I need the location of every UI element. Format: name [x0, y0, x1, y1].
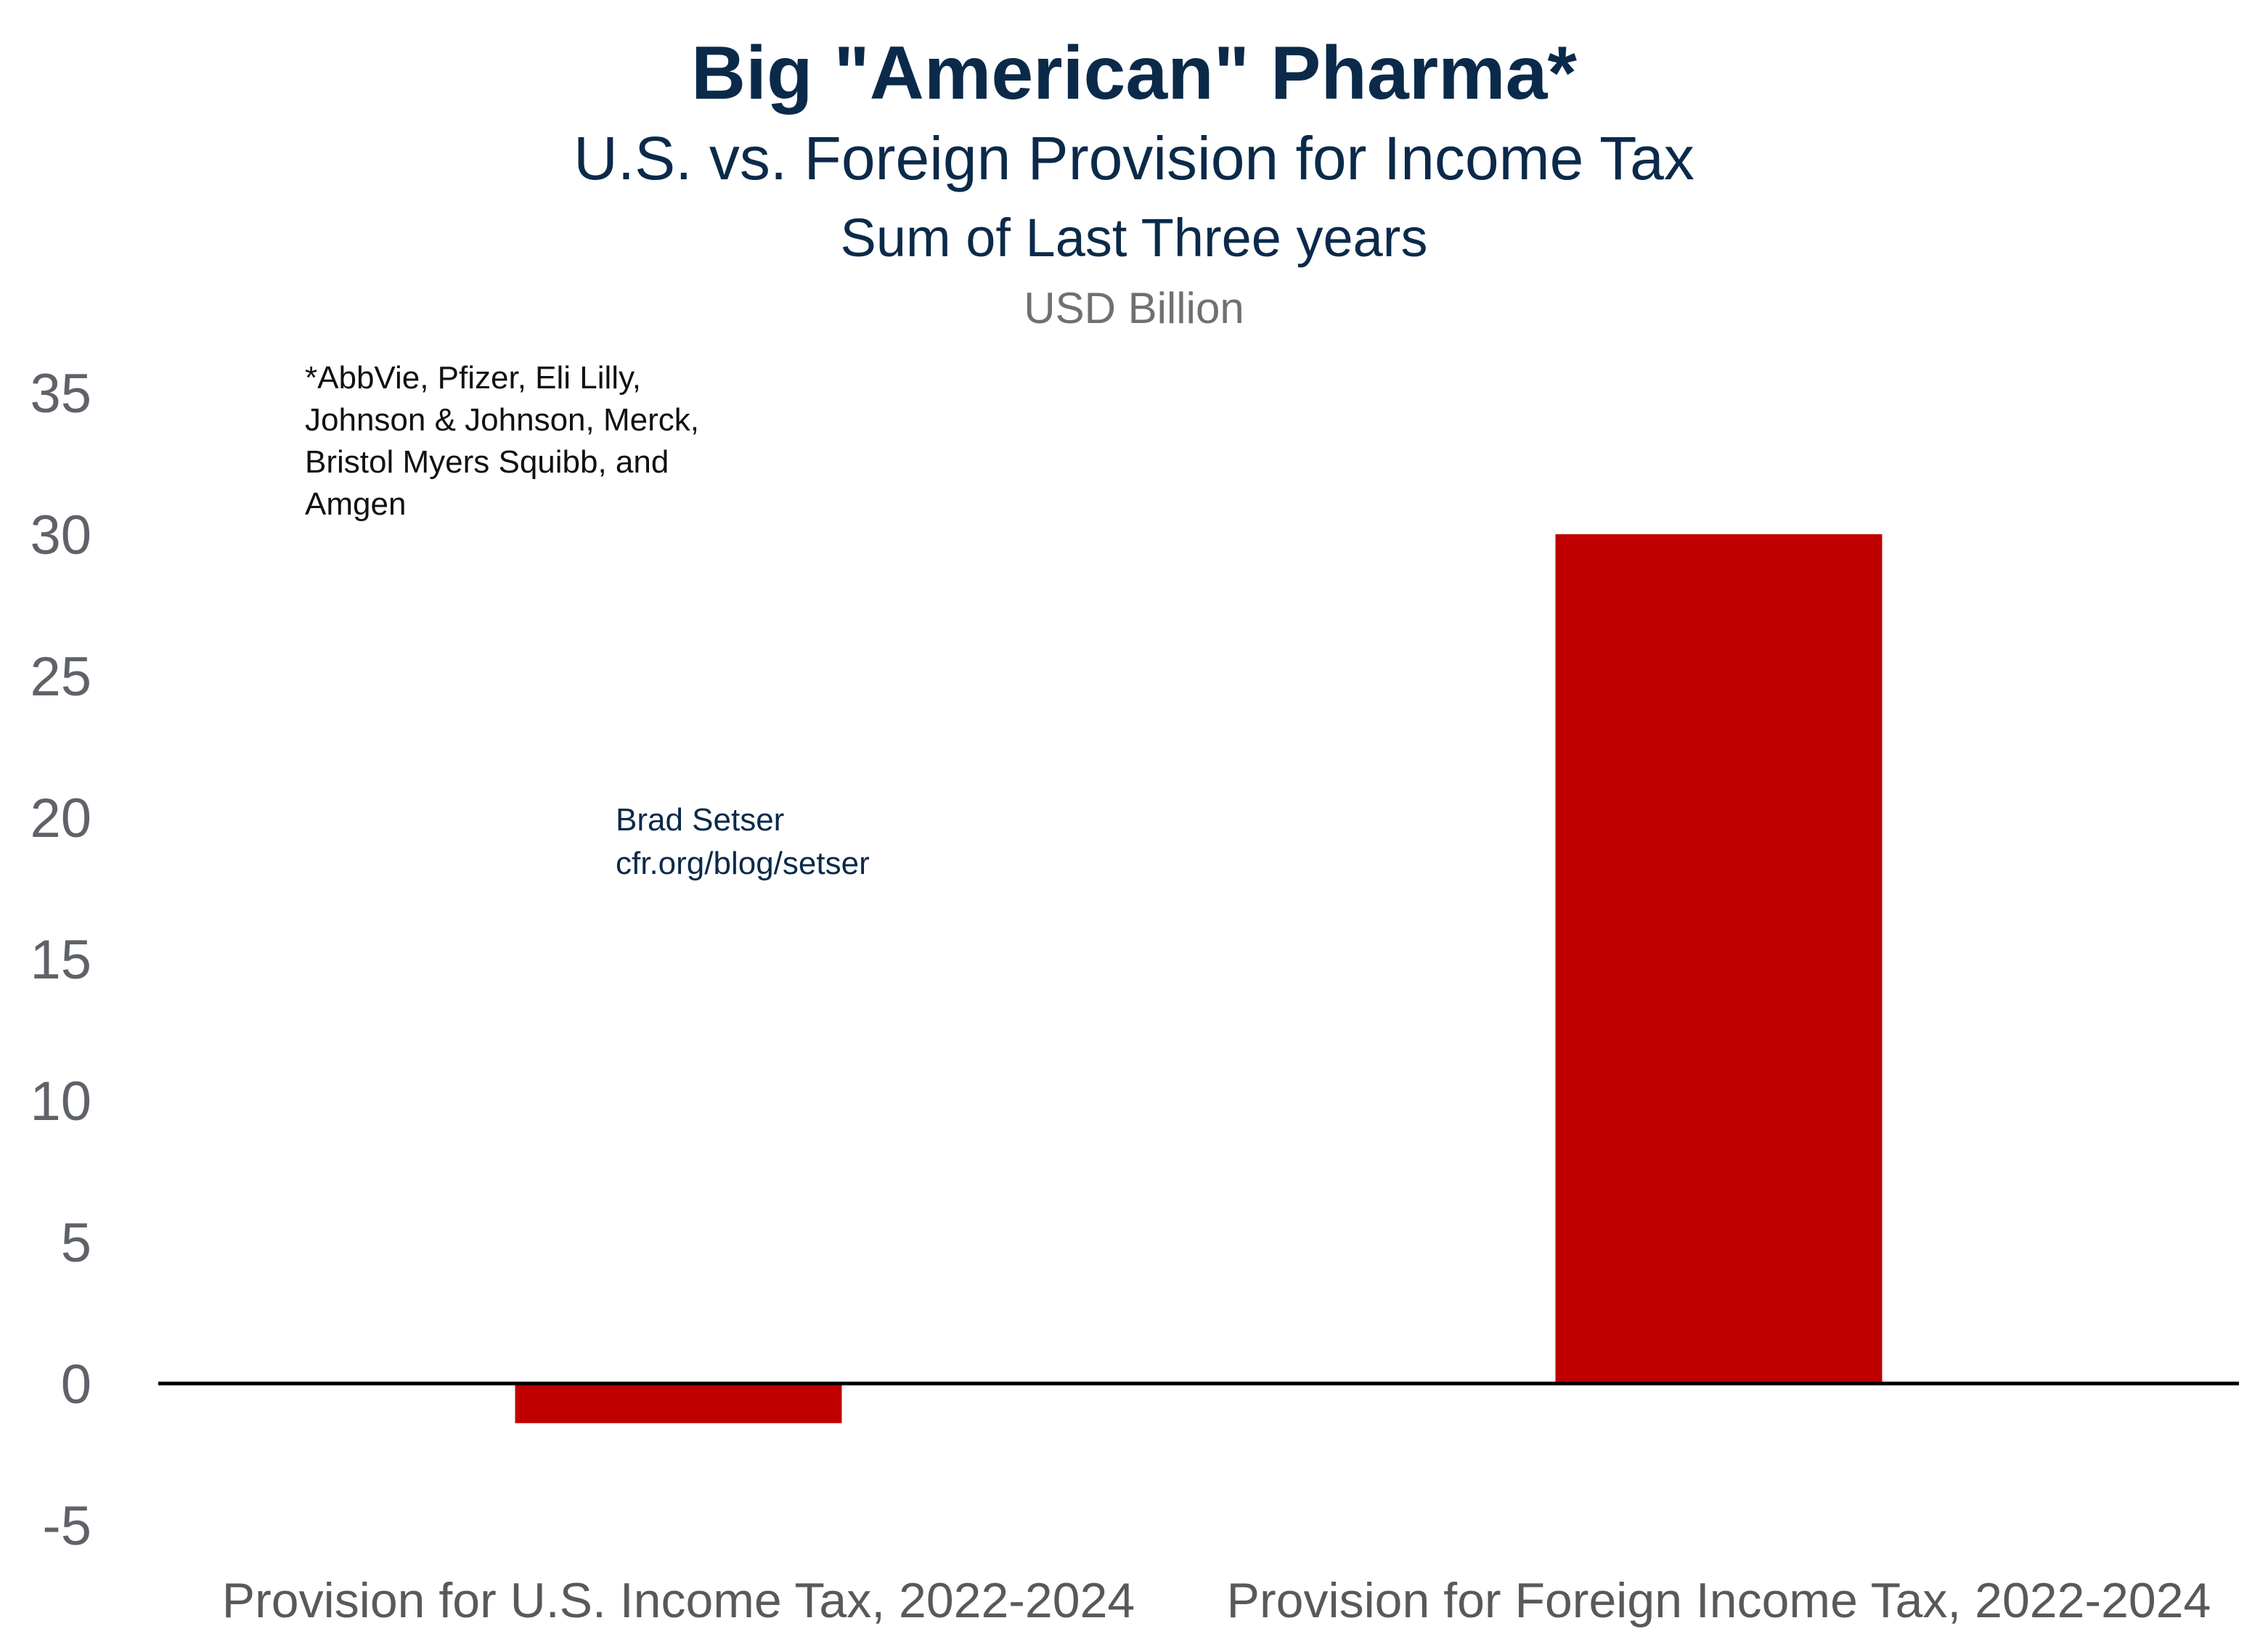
chart-subtitle: U.S. vs. Foreign Provision for Income Ta… [574, 124, 1694, 192]
y-tick-label: 20 [30, 788, 91, 849]
y-axis-ticks: 35 30 25 20 15 10 5 0 -5 [30, 363, 91, 1557]
x-category-label: Provision for U.S. Income Tax, 2022-2024 [222, 1573, 1135, 1628]
footnote-line: *AbbVie, Pfizer, Eli Lilly, [305, 360, 642, 396]
y-tick-label: 35 [30, 363, 91, 425]
bars [515, 534, 1882, 1423]
chart-title: Big "American" Pharma* [691, 31, 1577, 115]
author-url: cfr.org/blog/setser [616, 846, 870, 881]
footnote-line: Bristol Myers Squibb, and [305, 444, 669, 480]
y-tick-label: 25 [30, 646, 91, 708]
y-tick-label: 10 [30, 1071, 91, 1132]
x-category-label: Provision for Foreign Income Tax, 2022-2… [1227, 1573, 2211, 1628]
x-axis-labels: Provision for U.S. Income Tax, 2022-2024… [222, 1573, 2211, 1628]
y-tick-label: 30 [30, 504, 91, 566]
y-tick-label: -5 [42, 1495, 91, 1557]
chart-units: USD Billion [1024, 284, 1244, 332]
author-name: Brad Setser [616, 802, 785, 838]
y-tick-label: 15 [30, 929, 91, 991]
footnote-line: Amgen [305, 486, 407, 522]
footnote-line: Johnson & Johnson, Merck, [305, 402, 699, 438]
chart-subtitle-period: Sum of Last Three years [840, 208, 1428, 268]
author-credit: Brad Setser cfr.org/blog/setser [616, 798, 870, 886]
y-tick-label: 5 [61, 1212, 91, 1274]
company-footnote: *AbbVie, Pfizer, Eli Lilly, Johnson & Jo… [305, 357, 699, 526]
bar-foreign-income-tax [1555, 534, 1882, 1384]
bar-us-income-tax [515, 1384, 842, 1423]
y-tick-label: 0 [61, 1354, 91, 1415]
